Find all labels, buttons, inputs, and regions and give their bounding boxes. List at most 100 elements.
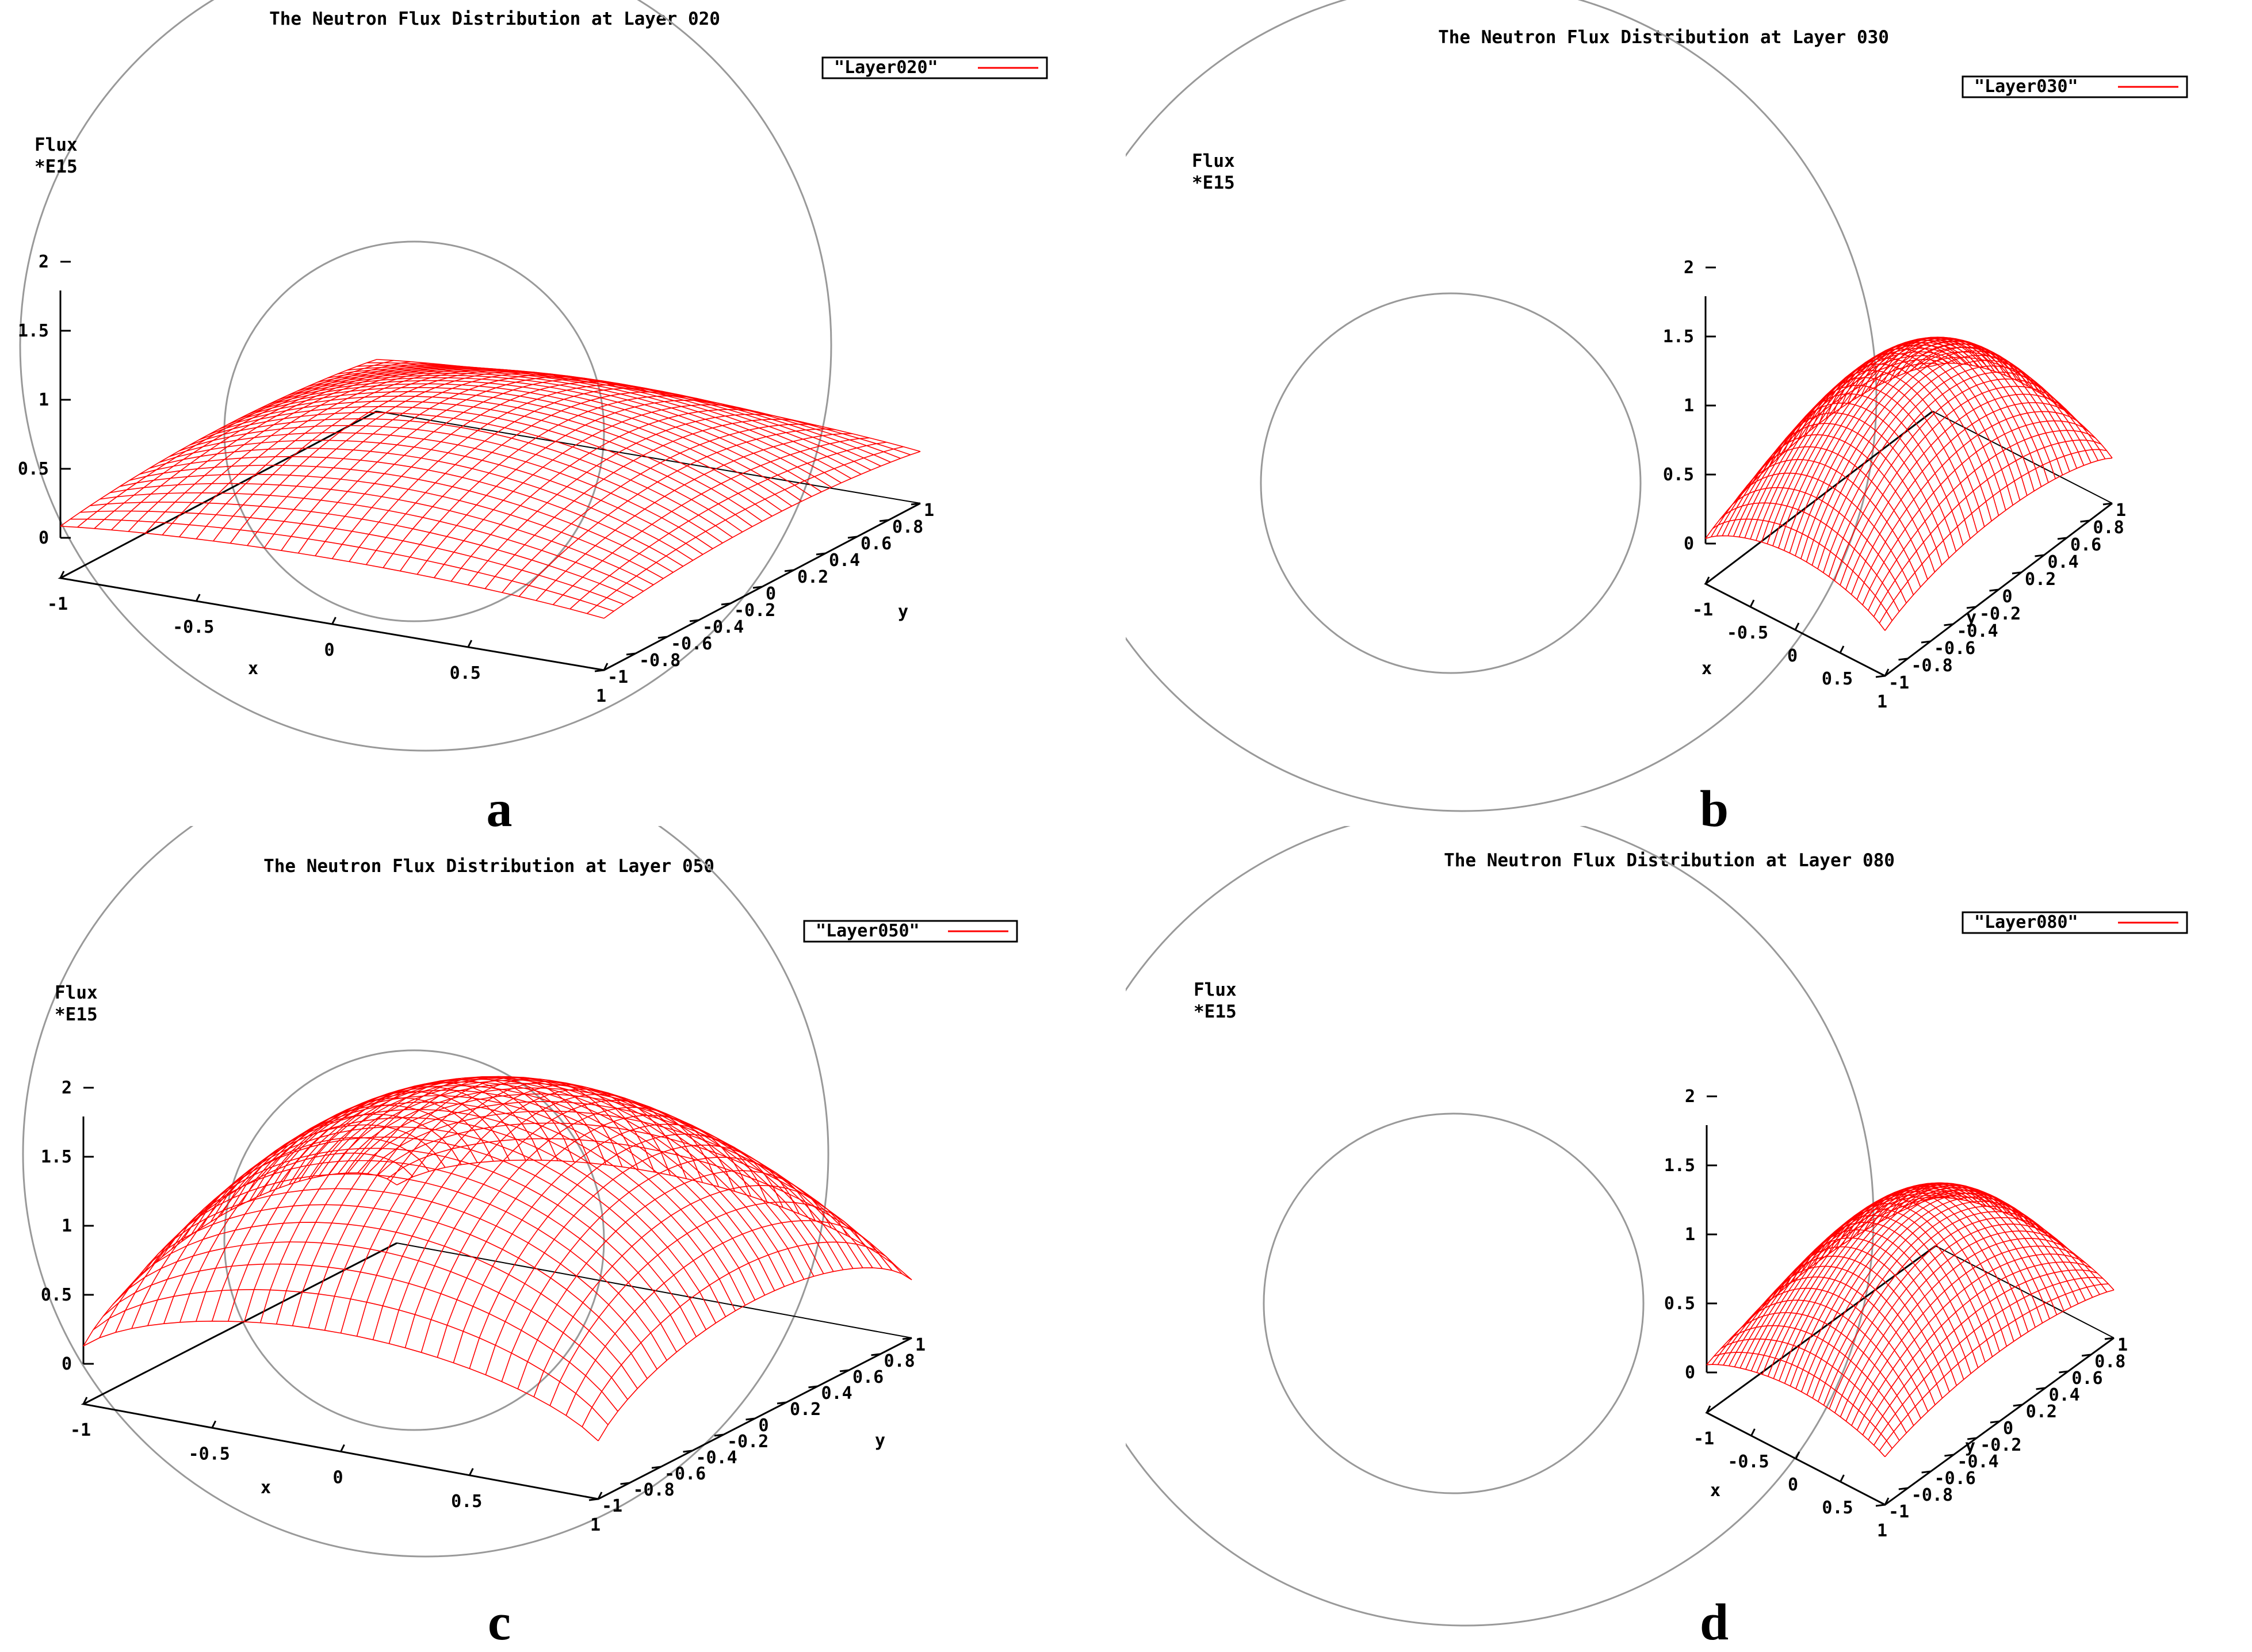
mesh-line-x — [1834, 378, 2062, 581]
mesh-line-x — [517, 1170, 832, 1389]
mesh-line-y — [230, 1095, 746, 1306]
mesh-line-y — [1776, 402, 1957, 552]
x-tick-mark — [211, 1420, 217, 1428]
x-tick-mark — [1749, 599, 1755, 607]
mesh-line-x — [518, 429, 836, 597]
mesh-line-y — [238, 391, 782, 512]
z-tick-label: 0 — [1684, 534, 1694, 554]
z-tick-label: 2 — [62, 1078, 72, 1098]
mesh-line-x — [1734, 1190, 1964, 1367]
y-tick-mark — [1921, 1470, 1931, 1474]
mesh-line-x — [586, 446, 904, 614]
mesh-line-x — [1851, 1245, 2081, 1426]
mesh-line-y — [259, 1081, 775, 1291]
x-tick-label: 1 — [596, 686, 606, 706]
y-tick-label: 0.8 — [2094, 1352, 2125, 1372]
x-tick-label: 0.5 — [451, 1492, 482, 1512]
y-tick-label: 0.2 — [2026, 1402, 2057, 1422]
surface-chart-b: The Neutron Flux Distribution at Layer 0… — [1126, 0, 2188, 812]
flux-surface-mesh — [1705, 336, 2113, 631]
x-tick-mark — [1884, 668, 1890, 676]
y-tick-mark — [626, 652, 636, 656]
x-tick-label: -1 — [1693, 1429, 1714, 1449]
x-tick-label: -1 — [1692, 600, 1713, 620]
y-tick-mark — [1944, 1454, 1954, 1457]
z-tick-label: 1 — [62, 1216, 72, 1236]
mesh-line-y — [1818, 358, 1999, 516]
z-tick-label: 1 — [39, 390, 49, 410]
mesh-line-y — [1847, 342, 2028, 496]
x-tick-mark — [340, 1444, 345, 1452]
y-tick-label: 0 — [2002, 587, 2013, 607]
y-tick-mark — [689, 619, 699, 622]
x-tick-label: -0.5 — [189, 1444, 230, 1464]
y-tick-label: 0.4 — [829, 550, 860, 571]
mesh-line-x — [1850, 402, 2079, 595]
y-tick-label: -0.8 — [1911, 1485, 1953, 1505]
x-tick-mark — [1750, 1428, 1756, 1436]
mesh-line-y — [1863, 1183, 2043, 1324]
x-tick-label: 0.5 — [1822, 669, 1853, 689]
y-tick-label: -1 — [607, 667, 628, 687]
mesh-line-y — [1885, 1183, 2064, 1311]
y-tick-mark — [2102, 502, 2113, 506]
mesh-line-x — [1862, 1261, 2092, 1435]
x-tick-label: 1 — [590, 1515, 601, 1535]
surface-chart-d: The Neutron Flux Distribution at Layer 0… — [1126, 826, 2188, 1627]
y-tick-label: 0 — [766, 584, 776, 604]
mesh-line-x — [356, 1084, 671, 1337]
view-inner-circle — [223, 1049, 605, 1431]
mesh-line-y — [1840, 345, 2021, 500]
y-tick-mark — [1967, 1437, 1977, 1440]
z-tick-label: 0.5 — [18, 459, 49, 479]
y-tick-mark — [871, 1353, 881, 1356]
legend-label: "Layer030" — [1974, 77, 2078, 97]
legend-label: "Layer020" — [834, 58, 938, 78]
view-inner-circle — [1263, 1112, 1645, 1494]
mesh-line-y — [1932, 362, 2113, 458]
y-tick-label: -0.8 — [633, 1480, 675, 1500]
mesh-line-y — [357, 364, 901, 459]
z-tick-label: 2 — [39, 252, 49, 272]
mesh-line-y — [119, 473, 664, 579]
y-tick-label: -0.8 — [1911, 656, 1953, 676]
y-tick-mark — [2104, 1337, 2115, 1340]
x-axis-label: x — [1702, 659, 1712, 679]
view-rotation-circle — [22, 826, 829, 1558]
x-tick-label: -1 — [70, 1420, 91, 1440]
x-tick-label: -0.5 — [173, 617, 214, 637]
z-tick-label: 0 — [62, 1354, 72, 1374]
mesh-line-x — [163, 1104, 478, 1324]
mesh-line-y — [288, 374, 832, 488]
mesh-line-y — [239, 1089, 756, 1301]
mesh-line-y — [277, 377, 822, 492]
y-axis-label: y — [875, 1431, 885, 1451]
mesh-line-x — [83, 1172, 397, 1347]
z-tick-label: 1 — [1685, 1225, 1695, 1245]
mesh-line-x — [484, 419, 802, 589]
y-tick-label: 0.4 — [2048, 552, 2079, 572]
mesh-line-y — [1826, 353, 2006, 511]
y-tick-mark — [902, 1337, 912, 1340]
y-tick-label: -0.4 — [696, 1448, 737, 1468]
mesh-line-y — [181, 1137, 697, 1337]
x-axis-label: x — [261, 1478, 271, 1498]
mesh-line-y — [109, 483, 654, 586]
mesh-line-y — [1914, 1190, 2093, 1298]
mesh-line-x — [1884, 457, 2113, 631]
base-back-edge — [396, 1242, 912, 1339]
y-tick-label: -1 — [602, 1496, 622, 1516]
mesh-line-x — [1840, 1230, 2070, 1417]
y-tick-mark — [1990, 1420, 2000, 1424]
x-tick-mark — [468, 1468, 474, 1476]
z-tick-label: 1 — [1684, 396, 1694, 416]
x-tick-label: 0 — [1787, 646, 1798, 666]
x-tick-mark — [1706, 1405, 1711, 1413]
y-tick-mark — [2082, 1353, 2092, 1357]
y-tick-mark — [594, 669, 605, 672]
mesh-line-x — [263, 372, 581, 549]
y-tick-label: 1 — [924, 500, 934, 521]
panel-letter-c: c — [488, 1594, 511, 1651]
mesh-line-x — [1829, 1217, 2059, 1409]
x-tick-label: 0.5 — [1822, 1498, 1853, 1518]
